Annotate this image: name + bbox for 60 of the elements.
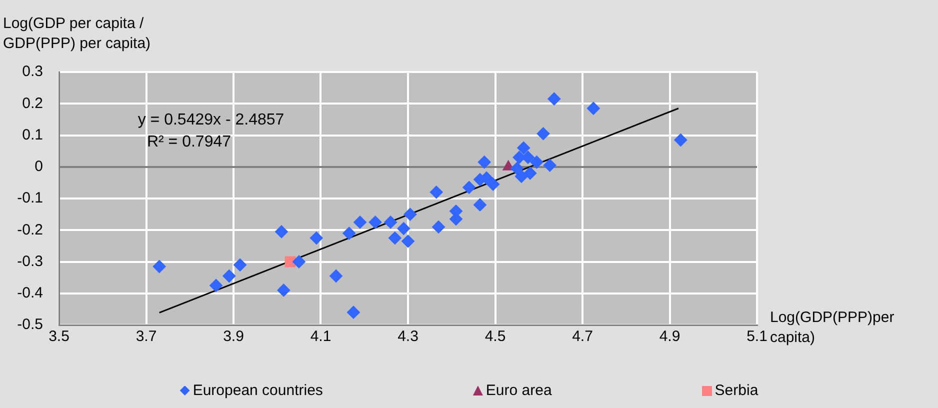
y-tick-label: -0.1 (17, 190, 43, 207)
x-tick-label: 4.5 (484, 328, 506, 346)
point (222, 269, 236, 282)
point (510, 162, 524, 175)
annotation: R² = 0.7947 (146, 133, 232, 150)
point (210, 278, 223, 292)
point (342, 226, 356, 240)
point (292, 255, 306, 268)
point (536, 127, 550, 140)
point (404, 208, 417, 221)
y-tick-label: -0.5 (17, 316, 43, 334)
y-axis-title: Log(GDP per capita / GDP(PPP) per capita) (3, 14, 152, 54)
x-tick-label: 5.1 (746, 328, 768, 346)
legend-label: European countries (192, 382, 323, 399)
point (473, 198, 486, 212)
point (397, 222, 410, 236)
point (486, 178, 500, 191)
annotation: y = 0.5429x - 2.4857 (138, 111, 284, 128)
legend-label: Serbia (714, 382, 758, 399)
point (462, 180, 476, 194)
y-tick-label: -0.4 (17, 284, 43, 302)
point (524, 166, 537, 180)
point (277, 284, 290, 297)
y-tick-label: 0 (34, 158, 43, 176)
point (514, 170, 528, 183)
point (543, 158, 556, 172)
point (384, 216, 398, 229)
point (330, 269, 343, 282)
legend-label: Euro area (486, 382, 552, 399)
point (517, 141, 530, 154)
x-axis-title: Log(GDP(PPP)per capita) (770, 308, 896, 348)
x-tick-label: 4.1 (310, 328, 332, 346)
point (368, 216, 382, 229)
y-tick-label: 0.1 (22, 126, 43, 144)
point (548, 92, 561, 106)
point (530, 156, 544, 169)
x-tick-label: 3.5 (48, 328, 70, 346)
x-tick-label: 4.9 (659, 328, 680, 346)
point (346, 306, 360, 319)
point (388, 232, 402, 245)
x-tick-label: 3.9 (223, 328, 244, 346)
y-tick-label: -0.3 (17, 252, 43, 270)
x-tick-label: 4.3 (398, 328, 418, 346)
x-tick-label: 3.7 (136, 328, 157, 346)
point (512, 150, 526, 164)
point (432, 220, 446, 234)
y-tick-label: 0.2 (22, 94, 43, 112)
point (430, 186, 443, 199)
point (354, 216, 367, 229)
point (152, 260, 166, 273)
point (402, 234, 414, 248)
y-tick-label: -0.2 (17, 221, 43, 238)
point (234, 258, 247, 272)
point (586, 102, 600, 115)
point (478, 156, 491, 169)
point (274, 225, 288, 238)
y-tick-label: 0.3 (22, 63, 43, 80)
point (674, 133, 688, 146)
point (310, 232, 323, 245)
x-tick-label: 4.7 (572, 328, 593, 346)
